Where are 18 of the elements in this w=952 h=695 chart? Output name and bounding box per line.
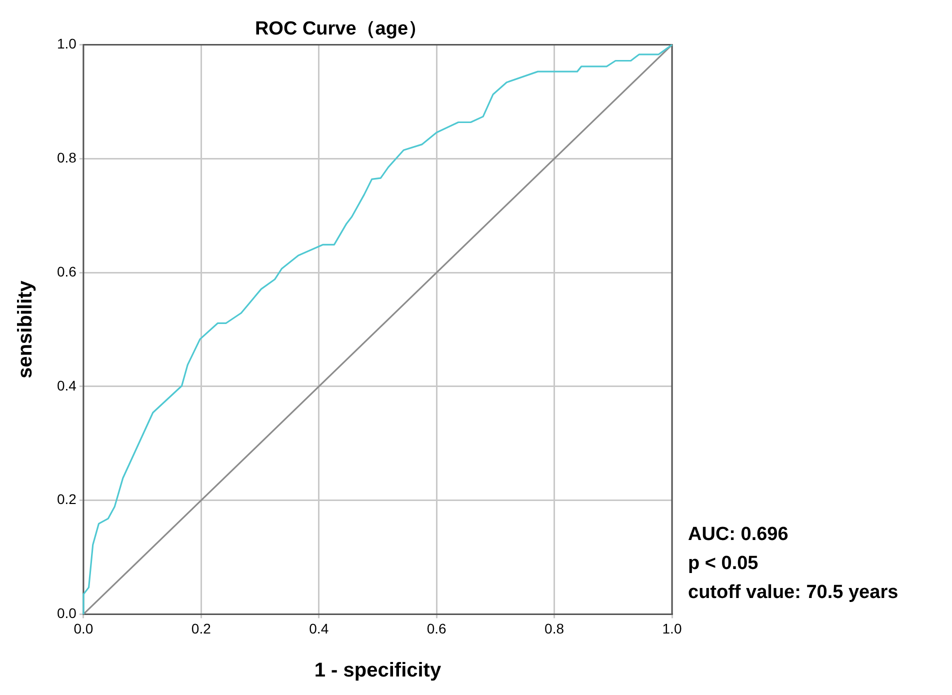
text: AUC: 0.696 xyxy=(688,523,790,547)
x-tick-label: 0.2 xyxy=(191,620,212,636)
x-axis-title: 1 - specificity xyxy=(314,660,442,682)
x-tick-label: 0.4 xyxy=(309,620,329,636)
x-tick-label: 1.0 xyxy=(662,620,682,636)
x-tick-label: 0.0 xyxy=(74,620,94,636)
text: cutoff value: 70.5 years xyxy=(688,581,898,605)
text: p < 0.05 xyxy=(688,552,760,576)
y-tick-label: 0.6 xyxy=(56,263,77,280)
chart-title: ROC Curve（age） xyxy=(254,18,428,40)
y-axis-title: sensibility xyxy=(14,280,37,378)
y-tick-label: 0.8 xyxy=(56,150,77,166)
x-tick-label: 0.6 xyxy=(426,620,447,636)
y-tick-label: 0.0 xyxy=(56,605,77,622)
y-tick-label: 0.4 xyxy=(56,377,77,394)
y-tick-label: 0.2 xyxy=(56,491,77,508)
x-tick-label: 0.8 xyxy=(544,620,564,636)
y-tick-label: 1.0 xyxy=(56,36,77,52)
